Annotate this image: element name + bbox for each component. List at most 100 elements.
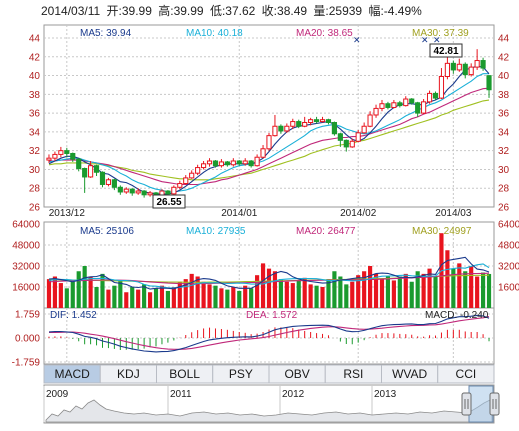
candle-body xyxy=(409,98,415,104)
candle xyxy=(82,167,88,193)
navigator-selection[interactable] xyxy=(468,385,494,423)
macd-dea-line xyxy=(48,316,490,350)
candle xyxy=(201,160,207,170)
legend-volume-ma20: MA20: 26477 xyxy=(296,226,356,237)
navigator-overview-line xyxy=(45,398,493,423)
volume-bar xyxy=(356,275,361,308)
candle xyxy=(462,62,468,79)
candle-body xyxy=(195,167,201,174)
volume-y-tick-label: 48000 xyxy=(498,241,519,252)
header-change: -4.49% xyxy=(384,4,422,18)
price-y-tick-label: 26 xyxy=(498,203,510,214)
candle xyxy=(355,130,361,143)
candle xyxy=(206,158,213,167)
volume-bar xyxy=(415,271,420,308)
candle-body xyxy=(254,156,260,167)
volume-bar xyxy=(52,276,58,308)
candle-body xyxy=(421,101,427,114)
candle xyxy=(456,58,462,72)
header-close: 38.49 xyxy=(277,4,307,18)
candle-body xyxy=(177,183,183,188)
candle xyxy=(248,160,254,168)
price-panel-frame xyxy=(43,24,495,208)
header-open: 39.99 xyxy=(122,4,152,18)
navigator-left-handle[interactable] xyxy=(461,392,472,416)
volume-bar xyxy=(112,285,117,308)
candle-body xyxy=(129,188,135,194)
volume-bar xyxy=(451,268,456,308)
volume-bar xyxy=(457,263,462,308)
candle-body xyxy=(308,119,314,124)
volume-bar xyxy=(70,281,75,308)
volume-bar xyxy=(207,284,212,308)
volume-bar xyxy=(338,276,343,308)
legend-macd: MACD: -0.240 xyxy=(425,310,489,321)
volume-bar xyxy=(231,287,236,308)
volume-legend: MA5: 25106 MA10: 27935 MA20: 26477 MA30:… xyxy=(80,226,472,237)
candle xyxy=(444,56,450,80)
volume-y-ticks-right: 16000 32000 48000 64000 xyxy=(498,220,519,294)
candle xyxy=(343,139,349,152)
header-date: 2014/03/11 xyxy=(41,4,100,18)
high-annotation: 42.81 xyxy=(429,43,463,58)
volume-bar xyxy=(177,281,182,308)
volume-bar xyxy=(290,283,295,308)
macd-lines xyxy=(48,314,490,353)
volume-y-tick-label: 64000 xyxy=(12,220,40,231)
candle xyxy=(46,154,52,163)
volume-bar xyxy=(201,281,206,308)
candle xyxy=(403,96,409,107)
volume-bar xyxy=(64,288,69,308)
tab-cci[interactable]: CCI xyxy=(437,364,495,384)
high-annotation-label: 42.81 xyxy=(433,46,458,57)
candle-body xyxy=(64,150,70,154)
tab-rsi[interactable]: RSI xyxy=(324,364,382,384)
candle-body xyxy=(325,119,332,124)
low-annotation-label: 26.55 xyxy=(156,197,181,208)
volume-bar xyxy=(58,283,63,308)
candle-body xyxy=(111,179,117,188)
candle-body xyxy=(52,153,58,159)
tab-macd[interactable]: MACD xyxy=(43,364,101,384)
candle xyxy=(70,152,76,162)
volume-bar xyxy=(147,292,153,308)
candle-body xyxy=(201,163,207,169)
macd-y-tick-label: 0.000 xyxy=(15,334,40,345)
candle xyxy=(426,90,433,104)
volume-bar xyxy=(219,288,224,308)
tab-background xyxy=(437,364,495,384)
low-annotation: 26.55 xyxy=(152,194,186,209)
legend-price-ma30: MA30: 37.39 xyxy=(412,28,469,39)
candle-body xyxy=(373,107,379,116)
candle-body xyxy=(123,188,129,193)
candle xyxy=(474,49,480,70)
legend-price-ma10: MA10: 40.18 xyxy=(186,28,243,39)
candle xyxy=(421,99,427,115)
price-y-ticks-left: 26 28 30 32 34 36 38 40 42 44 xyxy=(29,34,41,214)
tab-psy[interactable]: PSY xyxy=(212,364,270,384)
tab-wvad[interactable]: WVAD xyxy=(381,364,439,384)
price-x-tick-label: 2014/01 xyxy=(221,208,258,219)
volume-bar xyxy=(403,273,408,308)
tab-boll[interactable]: BOLL xyxy=(156,364,214,384)
candle xyxy=(111,178,117,191)
volume-bar xyxy=(469,266,474,308)
navigator-year-label: 2009 xyxy=(46,389,69,400)
candle-body xyxy=(46,157,52,161)
tab-obv[interactable]: OBV xyxy=(268,364,326,384)
candle xyxy=(397,100,403,108)
candle xyxy=(319,116,326,123)
volume-bar xyxy=(266,268,272,308)
tab-kdj[interactable]: KDJ xyxy=(99,364,157,384)
candle xyxy=(242,158,248,166)
candle-body xyxy=(183,177,189,185)
candle-body xyxy=(117,186,123,193)
volume-bar xyxy=(278,279,283,308)
candle xyxy=(337,132,343,147)
volume-y-tick-label: 32000 xyxy=(12,262,40,273)
price-y-tick-label: 30 xyxy=(498,165,510,176)
tab-label: PSY xyxy=(229,367,253,381)
candle-body xyxy=(189,172,195,179)
candle-body xyxy=(206,160,213,165)
navigator-right-handle[interactable] xyxy=(489,392,500,416)
